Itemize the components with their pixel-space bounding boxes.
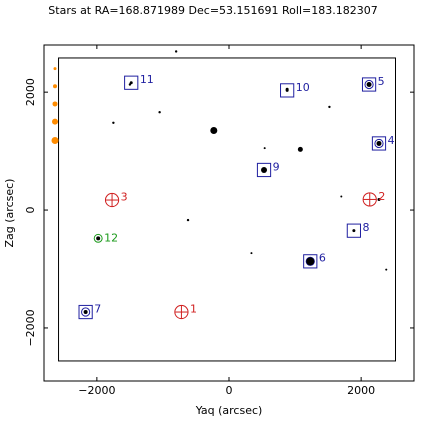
guide-star-marker <box>374 138 384 149</box>
catalog-star-dot <box>352 229 356 233</box>
field-star <box>340 195 343 198</box>
catalog-star-label: 5 <box>378 75 385 88</box>
catalog-star-11: 11 <box>124 73 154 90</box>
chart-title: Stars at RA=168.871989 Dec=53.151691 Rol… <box>48 4 378 17</box>
magnitude-key <box>51 67 59 144</box>
y-axis-label: Zag (arcsec) <box>3 179 16 248</box>
acquisition-box-marker <box>371 136 387 151</box>
axis-ticks: −2000 0 2000 −2000 0 2000 <box>24 45 414 397</box>
catalog-star-5: 5 <box>361 75 385 92</box>
catalog-star-label: 12 <box>104 231 118 244</box>
field-star <box>385 268 388 271</box>
catalog-star-9: 9 <box>256 160 280 178</box>
x-tick-label: −2000 <box>78 384 115 397</box>
catalog-star-label: 3 <box>121 190 128 203</box>
field-star <box>210 126 218 134</box>
monitor-star-marker <box>93 233 103 243</box>
catalog-star-label: 6 <box>319 252 326 265</box>
field-star <box>263 147 266 150</box>
catalog-star-label: 4 <box>388 134 395 147</box>
acquisition-box-marker <box>280 83 295 98</box>
catalog-star-4: 4 <box>371 134 395 151</box>
catalog-star-dot <box>83 310 88 315</box>
y-tick-label: −2000 <box>24 309 37 346</box>
catalog-star-dot <box>376 140 382 146</box>
magnitude-key-dot <box>52 101 58 107</box>
field-stars <box>112 50 388 271</box>
field-star <box>174 50 178 53</box>
field-star <box>158 111 161 114</box>
x-tick-label: 0 <box>226 384 233 397</box>
catalog-star-label: 1 <box>190 302 197 315</box>
acquisition-box-marker <box>78 304 93 320</box>
catalog-star-6: 6 <box>303 252 326 269</box>
field-of-view-box <box>58 57 397 362</box>
magnitude-key-dot <box>51 136 59 144</box>
catalog-star-label: 7 <box>94 302 101 315</box>
acquisition-box-marker <box>256 162 272 178</box>
catalog-star-dot <box>366 81 372 87</box>
acquisition-box-marker <box>303 254 318 269</box>
field-star <box>377 197 381 201</box>
catalog-star-label: 2 <box>378 190 385 203</box>
acquisition-box-marker <box>124 75 139 90</box>
y-tick-label: 0 <box>24 207 37 214</box>
field-star <box>328 105 331 109</box>
catalog-star-3: 3 <box>104 190 128 208</box>
x-tick-label: 2000 <box>347 384 375 397</box>
catalog-star-label: 9 <box>273 160 280 173</box>
catalog-star-dot <box>261 166 268 173</box>
catalog-star-dot <box>285 88 289 92</box>
plot-frame <box>43 44 415 382</box>
field-star <box>186 218 190 222</box>
catalog-star-7: 7 <box>78 302 101 320</box>
field-star <box>297 146 303 152</box>
catalog-star-label: 8 <box>362 221 369 234</box>
catalog-star-8: 8 <box>346 221 369 238</box>
catalog-star-label: 10 <box>296 81 310 94</box>
guide-star-marker <box>364 79 374 90</box>
guide-star-marker <box>305 256 315 266</box>
x-axis-label: Yaq (arcsec) <box>195 404 263 417</box>
magnitude-key-dot <box>53 84 57 89</box>
catalog-star-10: 10 <box>280 81 310 98</box>
catalog-star-dot <box>96 236 101 241</box>
catalog-star-dot <box>129 81 133 85</box>
y-tick-label: 2000 <box>24 78 37 106</box>
field-star <box>250 252 253 255</box>
field-star <box>112 121 115 125</box>
magnitude-key-dot <box>53 67 57 71</box>
catalog-star-label: 11 <box>140 73 154 86</box>
guide-star-marker <box>81 307 91 317</box>
catalog-star-1: 1 <box>174 302 197 320</box>
magnitude-key-dot <box>52 118 58 125</box>
acquisition-box-marker <box>346 223 361 238</box>
catalog-star-12: 12 <box>93 231 118 244</box>
catalog-star-2: 2 <box>362 190 385 207</box>
acquisition-box-marker <box>361 77 377 92</box>
catalog-star-dot <box>306 257 315 266</box>
